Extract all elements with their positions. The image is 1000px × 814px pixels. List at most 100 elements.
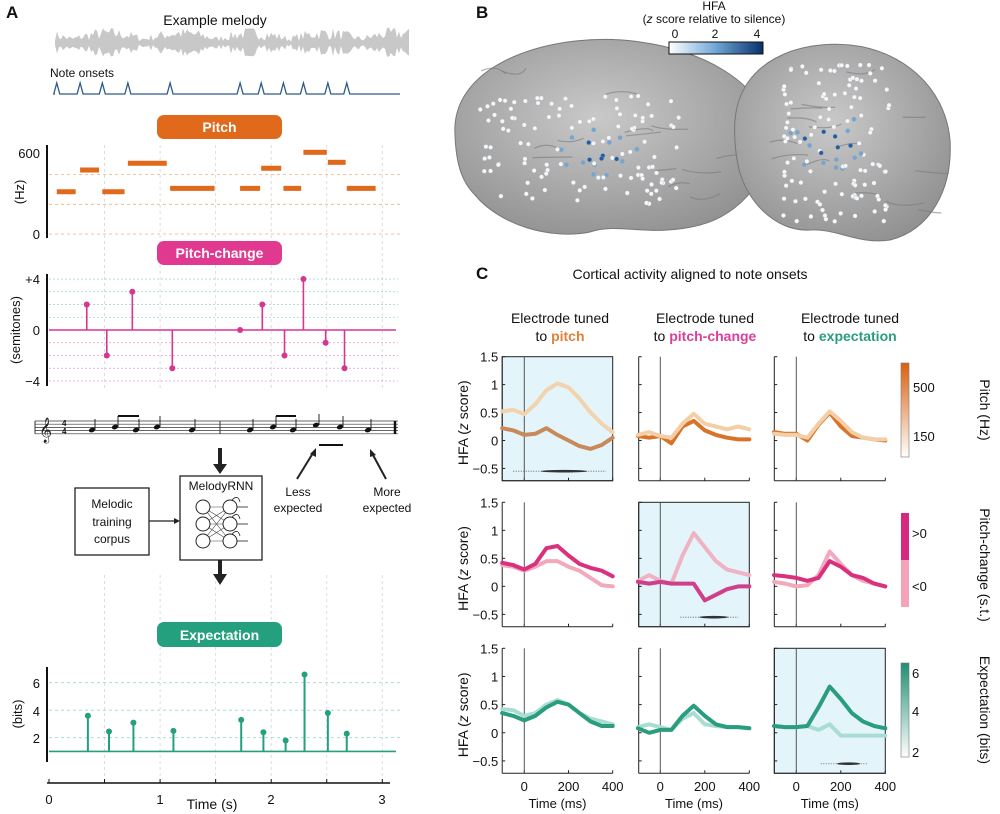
more-expected-label-2: expected (363, 501, 412, 515)
hfa-colorbar (668, 41, 764, 55)
electrode-dot (483, 144, 489, 150)
electrode-dot (838, 211, 844, 216)
column-header-prefix: to (535, 328, 551, 344)
ylabel-post: score) (455, 526, 471, 569)
electrode-dot (615, 124, 621, 129)
electrode-dot (789, 178, 795, 184)
electrode-dot (822, 213, 828, 218)
model-diagram: Melodic training corpus MelodyRNN Less e… (74, 448, 412, 585)
hfa-series-line (772, 559, 888, 589)
more-expected-arrow-head (370, 449, 376, 457)
electrode-dot (802, 136, 808, 141)
electrode-dot (580, 160, 586, 165)
pc-stem-point (322, 339, 329, 346)
electrode-dot (640, 176, 645, 182)
y-tick-label: 1 (491, 523, 498, 538)
x-tick-label: 0 (657, 779, 664, 794)
brain-sulcus (667, 182, 690, 188)
electrode-dot (883, 207, 888, 212)
y-tick-label: 0 (491, 579, 498, 594)
electrode-dot (821, 160, 826, 166)
electrode-dot (849, 104, 854, 110)
electrode-dot (649, 113, 654, 119)
y-tick-label: −0.5 (473, 754, 499, 769)
time-tick-3: 3 (378, 792, 385, 807)
electrode-dot (603, 186, 608, 192)
electrode-dot (544, 162, 550, 168)
rnn-node (222, 499, 238, 515)
brain-sulcus (787, 117, 817, 123)
hfa-series-line (772, 684, 888, 731)
electrode-dot (785, 120, 790, 125)
time-signature-bottom: 4 (62, 427, 67, 436)
pitch-note-bar (261, 165, 282, 171)
electrode-dot (644, 188, 650, 193)
x-axis-label: Time (ms) (665, 796, 723, 811)
hfa-series-line (636, 411, 752, 440)
hfa-subplot: 1.5 1 0.5 0 −0.5 0 200 400 Time (ms) (473, 641, 624, 811)
electrode-dot (543, 171, 549, 176)
electrode-dot (854, 195, 860, 201)
electrode-dot (793, 198, 798, 204)
electrode-dot (791, 155, 797, 161)
electrode-dot (877, 163, 883, 169)
column-header-prefix: to (803, 328, 819, 344)
pc-stem-point (169, 365, 176, 372)
more-expected-label-1: More (373, 485, 401, 499)
colorbar-title: Pitch-change (s.t.) (977, 508, 993, 622)
electrode-dot (591, 161, 597, 166)
brain-sulcus (846, 69, 876, 75)
electrode-dot (521, 122, 527, 128)
electrode-dot (591, 127, 597, 133)
note-head (111, 424, 119, 430)
condition-colorbars: 500 150 >0 <0 6 4 2 Pitch (Hz) Pitch-change (s.t… (900, 362, 993, 764)
exp-stem-point (343, 730, 350, 737)
electrode-dot (867, 130, 873, 135)
pc-ylabel: (semitones) (8, 296, 23, 364)
electrode-dot (784, 101, 789, 107)
electrode-dot (649, 182, 654, 187)
pitch-change-colorbar-tick: <0 (912, 579, 927, 594)
electrode-dot (781, 196, 787, 202)
x-tick-label: 400 (738, 779, 760, 794)
note-head (312, 422, 320, 428)
corpus-label-1: Melodic (91, 497, 132, 511)
electrode-dot (628, 94, 634, 99)
electrode-dot (792, 134, 797, 140)
electrode-dot (582, 184, 588, 190)
electrode-dot (509, 115, 515, 121)
electrode-dot (784, 135, 790, 141)
electrode-dot (808, 214, 814, 219)
arrow-down-top-head (213, 464, 227, 474)
hfa-tick-4: 4 (754, 27, 761, 41)
electrode-dot (852, 182, 858, 188)
electrode-dot (635, 93, 641, 99)
electrode-dot (670, 177, 676, 183)
brain-sulcus (689, 193, 721, 201)
electrode-dot (546, 114, 552, 120)
hfa-ylabel: HFA (z score) (455, 526, 471, 611)
electrode-dot (477, 107, 483, 112)
y-tick-label: −0.5 (473, 607, 499, 622)
panel-label-a: A (6, 3, 18, 22)
electrode-dot (511, 99, 517, 105)
electrode-dot (653, 188, 659, 194)
y-tick-label: 1 (491, 669, 498, 684)
hfa-subplot (772, 501, 888, 628)
y-tick-label: 0 (491, 726, 498, 741)
electrode-dot (866, 62, 872, 68)
electrode-dot (862, 168, 868, 174)
time-axis (47, 779, 390, 784)
expectation-colorbar-tick: 2 (912, 745, 919, 760)
electrode-dot (624, 190, 630, 196)
electrode-dot (542, 187, 548, 193)
electrode-dot (786, 111, 792, 116)
electrode-dot (846, 83, 852, 88)
highlight-background (638, 501, 750, 628)
electrode-dot (654, 170, 659, 176)
exp-stem-point (301, 671, 308, 678)
electrode-dot (531, 168, 537, 173)
electrode-dot (812, 124, 818, 130)
electrode-dot (854, 76, 860, 82)
